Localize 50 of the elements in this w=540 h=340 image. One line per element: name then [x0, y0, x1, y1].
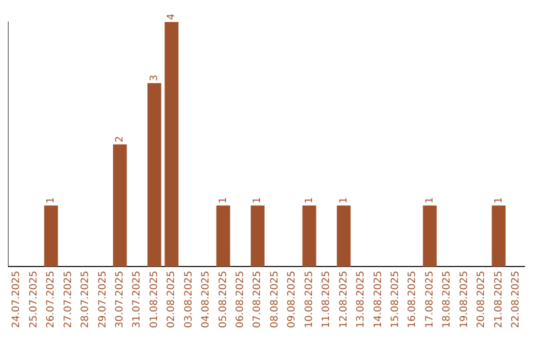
- x-tick-label: 20.08.2025: [476, 270, 488, 328]
- x-tick-label: 21.08.2025: [493, 270, 504, 328]
- x-tick-label: 10.08.2025: [304, 270, 315, 328]
- x-tick-label: 26.07.2025: [46, 270, 57, 328]
- x-tick-label: 25.07.2025: [28, 270, 40, 328]
- x-tick-label: 22.08.2025: [510, 270, 522, 328]
- bar: [216, 206, 230, 267]
- bar: [336, 206, 351, 267]
- x-tick-label: 12.08.2025: [338, 270, 350, 328]
- x-tick-label: 19.08.2025: [458, 270, 470, 328]
- x-tick-label: 18.08.2025: [442, 270, 453, 328]
- x-tick-label: 07.08.2025: [252, 270, 264, 328]
- data-label: 4: [166, 14, 178, 20]
- x-tick-label: 03.08.2025: [183, 270, 194, 328]
- data-label: 1: [252, 197, 264, 204]
- bar: [44, 206, 58, 267]
- x-tick-label: 01.08.2025: [148, 270, 160, 328]
- x-tick-label: 29.07.2025: [97, 270, 108, 328]
- data-label: 1: [46, 197, 57, 204]
- bar: [250, 206, 265, 267]
- data-label: 2: [114, 136, 126, 142]
- data-label: 1: [304, 197, 315, 204]
- data-label: 1: [338, 197, 350, 204]
- x-tick-label: 14.08.2025: [372, 270, 384, 328]
- x-tick-label: 08.08.2025: [269, 270, 280, 328]
- data-label: 1: [424, 197, 436, 204]
- x-tick-label: 13.08.2025: [356, 270, 367, 328]
- bar: [302, 206, 316, 267]
- data-label: 1: [218, 197, 229, 204]
- x-tick-label: 27.07.2025: [62, 270, 74, 328]
- x-tick-label: 15.08.2025: [390, 270, 401, 328]
- x-tick-label: 31.07.2025: [132, 270, 143, 328]
- bar: [164, 22, 178, 267]
- bar: [147, 83, 162, 267]
- x-tick-label: 28.07.2025: [80, 270, 92, 328]
- x-tick-label: 06.08.2025: [235, 270, 246, 328]
- x-tick-label: 02.08.2025: [166, 270, 178, 328]
- bar: [113, 144, 127, 267]
- x-tick-label: 04.08.2025: [200, 270, 212, 328]
- bar: [422, 206, 437, 267]
- x-tick-label: 24.07.2025: [11, 270, 22, 328]
- x-tick-label: 17.08.2025: [424, 270, 436, 328]
- bar: [492, 206, 506, 267]
- x-tick-label: 11.08.2025: [321, 270, 332, 328]
- x-tick-label: 09.08.2025: [286, 270, 298, 328]
- x-tick-label: 30.07.2025: [114, 270, 126, 328]
- x-tick-label: 05.08.2025: [218, 270, 229, 328]
- data-label: 1: [493, 197, 504, 204]
- data-label: 3: [148, 74, 160, 82]
- x-tick-label: 16.08.2025: [407, 270, 418, 328]
